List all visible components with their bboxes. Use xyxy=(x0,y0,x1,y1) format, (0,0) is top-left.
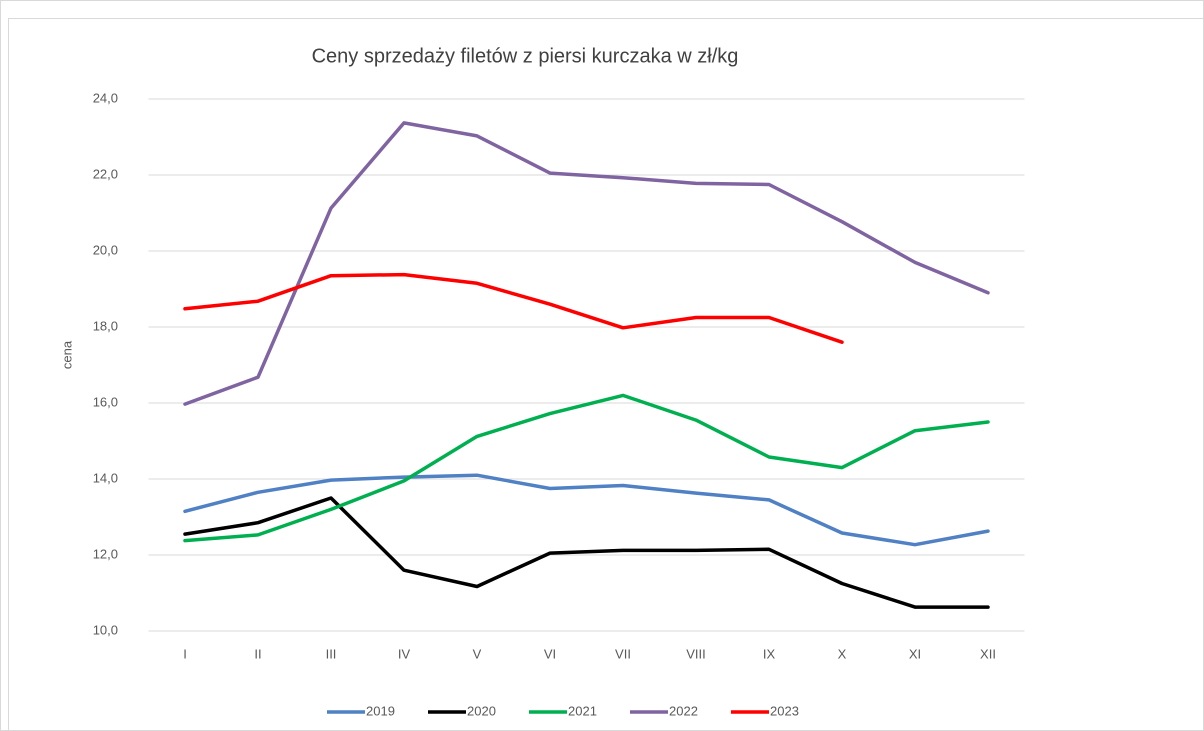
x-tick-label: X xyxy=(838,646,847,661)
legend-label: 2022 xyxy=(669,703,698,718)
y-tick-label: 14,0 xyxy=(93,470,118,485)
y-axis-label: cena xyxy=(59,340,74,369)
x-tick-label: VIII xyxy=(686,646,706,661)
y-tick-label: 12,0 xyxy=(93,546,118,561)
legend-label: 2020 xyxy=(467,703,496,718)
x-tick-label: IX xyxy=(763,646,776,661)
x-tick-label: I xyxy=(183,646,187,661)
y-tick-label: 20,0 xyxy=(93,242,118,257)
x-tick-label: V xyxy=(473,646,482,661)
x-tick-label: III xyxy=(326,646,337,661)
x-tick-label: II xyxy=(254,646,261,661)
legend-label: 2019 xyxy=(366,703,395,718)
series-line xyxy=(183,473,990,547)
x-tick-label: IV xyxy=(398,646,411,661)
y-tick-label: 16,0 xyxy=(93,394,118,409)
x-tick-label: VII xyxy=(615,646,631,661)
y-tick-label: 22,0 xyxy=(93,166,118,181)
series-line xyxy=(183,272,844,344)
series-line xyxy=(183,393,990,543)
y-tick-label: 24,0 xyxy=(93,90,118,105)
legend-label: 2023 xyxy=(770,703,799,718)
y-tick-label: 18,0 xyxy=(93,318,118,333)
y-tick-label: 10,0 xyxy=(93,622,118,637)
x-tick-label: XII xyxy=(980,646,996,661)
series-line xyxy=(183,496,990,609)
x-tick-label: VI xyxy=(544,646,556,661)
chart-title: Ceny sprzedaży filetów z piersi kurczaka… xyxy=(312,45,739,67)
x-tick-label: XI xyxy=(909,646,921,661)
legend-label: 2021 xyxy=(568,703,597,718)
series-line xyxy=(183,121,990,406)
